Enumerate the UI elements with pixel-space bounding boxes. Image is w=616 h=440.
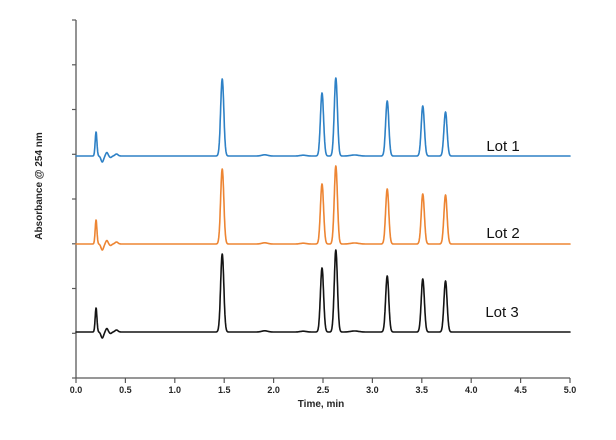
- x-tick-label: 3.0: [366, 385, 379, 395]
- x-tick-label: 4.0: [465, 385, 478, 395]
- trace-lot-3: [75, 249, 571, 339]
- series-label-lot-1: Lot 1: [486, 138, 519, 155]
- x-tick-label: 4.5: [514, 385, 527, 395]
- series-label-lot-3: Lot 3: [485, 304, 518, 321]
- x-tick-label: 0.0: [70, 385, 83, 395]
- series-label-lot-2: Lot 2: [486, 225, 519, 242]
- x-tick-label: 1.5: [218, 385, 231, 395]
- trace-lot-2: [75, 165, 571, 251]
- x-tick-label: 5.0: [564, 385, 577, 395]
- trace-lot-1: [75, 77, 571, 163]
- x-axis-title: Time, min: [298, 399, 345, 410]
- x-tick-label: 2.5: [317, 385, 330, 395]
- x-tick-label: 2.0: [267, 385, 280, 395]
- x-tick-label: 1.0: [169, 385, 182, 395]
- x-tick-label: 0.5: [119, 385, 132, 395]
- x-tick-label: 3.5: [416, 385, 429, 395]
- y-axis-title: Absorbance @ 254 nm: [34, 132, 45, 240]
